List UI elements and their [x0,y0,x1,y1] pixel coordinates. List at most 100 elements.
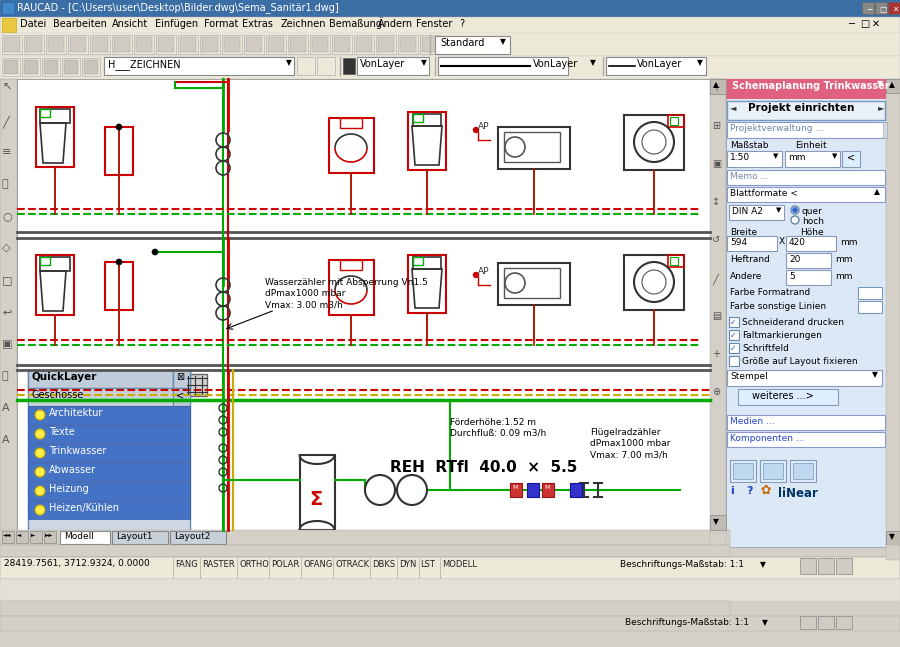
Bar [2,531,14,543]
Text: VonLayer: VonLayer [360,59,405,69]
Bar [0,545,730,557]
Bar [0,601,730,616]
Text: Heizung: Heizung [49,484,89,494]
Bar [317,57,335,75]
Bar [836,616,852,629]
Text: H___ZEICHNEN: H___ZEICHNEN [108,59,181,70]
Bar [28,388,173,406]
Text: Modell: Modell [64,532,94,541]
Bar [288,35,308,54]
Text: Ansicht: Ansicht [112,19,148,29]
Bar [28,425,190,443]
Text: Schneiderand drucken: Schneiderand drucken [742,318,844,327]
Text: Maßstab: Maßstab [730,141,769,150]
Text: □: □ [2,275,13,285]
Bar [0,56,900,79]
Bar [504,268,560,298]
Text: AP: AP [478,267,490,276]
Bar [90,35,110,54]
Text: Geschosse: Geschosse [32,390,85,400]
Bar [300,455,335,530]
Bar [378,37,394,52]
Text: ▼: ▼ [832,153,837,159]
Bar [818,558,834,574]
Text: <: < [847,153,855,163]
Text: MODELL: MODELL [442,560,477,569]
Text: ▼: ▼ [697,58,703,67]
Text: Durchfluß: 0.09 m3/h: Durchfluß: 0.09 m3/h [450,429,546,438]
Bar [786,236,836,251]
Bar [727,151,782,167]
Text: Layout1: Layout1 [116,532,152,541]
Bar [343,58,355,74]
Text: Datei: Datei [20,19,46,29]
Bar [354,35,374,54]
Text: ╱: ╱ [2,115,9,128]
Bar [84,60,98,74]
Bar [340,118,362,128]
Bar [24,35,44,54]
Text: Beschriftungs-Maßstab: 1:1: Beschriftungs-Maßstab: 1:1 [620,560,744,569]
Text: ╱: ╱ [712,273,718,285]
Text: dPmax1000 mbar: dPmax1000 mbar [265,289,346,298]
Text: M: M [512,485,517,490]
Text: liNear: liNear [778,487,818,500]
Bar [729,205,784,220]
Text: Fenster: Fenster [416,19,452,29]
Text: RAUCAD - [C:\Users\user\Desktop\Bilder.dwg\Sema_Sanitär1.dwg]: RAUCAD - [C:\Users\user\Desktop\Bilder.d… [17,2,338,13]
Text: ▼: ▼ [590,58,596,67]
Bar [624,115,684,170]
Bar [527,483,539,497]
Bar [40,257,50,265]
Bar [858,287,882,299]
Bar [297,57,315,75]
Bar [818,616,834,629]
Text: Vmax: 3.00 m3/h: Vmax: 3.00 m3/h [265,300,343,309]
Bar [40,257,70,271]
Text: dPmax1000 mbar: dPmax1000 mbar [590,439,670,448]
Bar [786,270,831,285]
Text: ►►: ►► [45,532,53,537]
Circle shape [35,505,45,515]
Bar [24,60,38,74]
Text: ▼: ▼ [286,58,292,67]
Bar [0,557,900,579]
Text: ✓: ✓ [730,344,736,353]
Bar [0,616,900,631]
Bar [114,37,130,52]
Bar [48,37,64,52]
Bar [222,35,242,54]
Bar [2,2,14,14]
Text: ✿: ✿ [760,484,770,497]
Text: Bemaßung: Bemaßung [329,19,382,29]
Bar [312,37,328,52]
Text: Schriftfeld: Schriftfeld [742,344,789,353]
Text: Σ: Σ [309,490,322,509]
Text: Trinkwasser: Trinkwasser [49,446,106,456]
Bar [105,127,133,175]
Bar [668,115,684,127]
Bar [185,374,207,396]
Text: hoch: hoch [802,217,824,226]
Bar [413,257,423,265]
Text: ↩: ↩ [2,307,12,317]
Bar [542,483,554,497]
Text: Ändern: Ändern [378,19,413,29]
Text: Faltmarkierungen: Faltmarkierungen [742,331,822,340]
Text: quer: quer [802,207,823,216]
Bar [376,35,396,54]
Text: Extras: Extras [242,19,273,29]
Bar [60,531,110,544]
Bar [398,35,418,54]
Text: ▼: ▼ [762,618,768,627]
Text: ⊕: ⊕ [712,387,720,397]
Bar [624,255,684,310]
Bar [785,151,840,167]
Text: ▲: ▲ [713,80,719,89]
Bar [70,37,86,52]
Bar [886,79,900,547]
Bar [790,460,816,482]
Bar [290,37,306,52]
Text: POLAR: POLAR [271,560,299,569]
Bar [357,57,429,75]
